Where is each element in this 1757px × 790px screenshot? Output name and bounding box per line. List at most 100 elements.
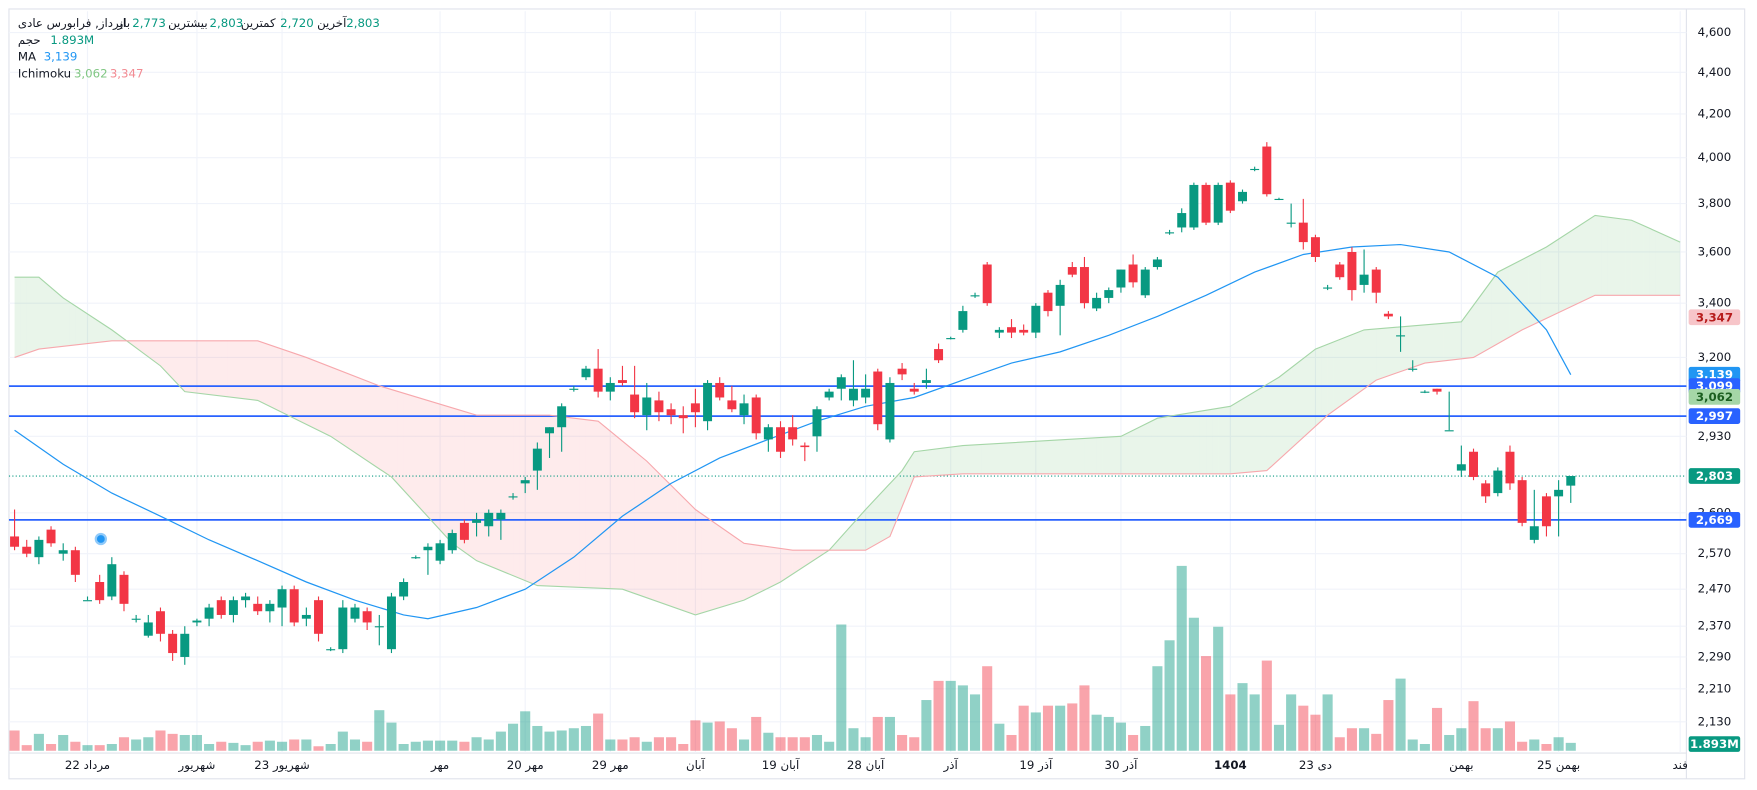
cloud-fill <box>221 340 228 397</box>
cloud-fill <box>616 435 623 590</box>
volume-bar <box>532 725 543 751</box>
cloud-fill <box>251 340 258 401</box>
cloud-fill <box>804 550 811 566</box>
volume-bar <box>118 737 130 751</box>
y-tick-label: 2,210 <box>1698 681 1732 695</box>
cloud-fill <box>190 340 197 394</box>
cloud-fill <box>239 340 246 399</box>
candle-body <box>946 338 956 340</box>
candle-body <box>1092 297 1102 309</box>
volume-bar <box>1006 734 1017 751</box>
cloud-fill <box>658 472 666 605</box>
candle-body <box>508 496 518 498</box>
volume-bar <box>799 737 810 751</box>
cloud-fill <box>379 385 386 473</box>
candle-body <box>1298 222 1308 243</box>
candle-body <box>970 295 980 297</box>
candle-body <box>1371 269 1381 293</box>
cloud-fill <box>44 282 52 349</box>
candle-body <box>277 589 287 608</box>
cloud-fill <box>610 431 617 589</box>
volume-bar <box>1103 716 1114 751</box>
cloud-fill <box>1643 225 1650 296</box>
cloud-fill <box>537 415 544 586</box>
cloud-fill <box>440 404 447 537</box>
candle-body <box>1396 335 1406 337</box>
price-badge <box>1688 309 1741 326</box>
cloud-fill <box>288 351 295 419</box>
cloud-fill <box>1309 349 1316 432</box>
cloud-fill <box>531 415 538 586</box>
cloud-fill <box>172 340 179 386</box>
candle-body <box>10 536 20 547</box>
y-tick-label: 2,130 <box>1698 714 1732 728</box>
cloud-fill <box>342 371 349 449</box>
volume-bar <box>1067 703 1078 751</box>
cloud-fill <box>1674 239 1681 296</box>
volume-bar <box>1261 660 1272 751</box>
cloud-fill <box>604 426 611 589</box>
volume-bar <box>1091 714 1102 751</box>
candle-body <box>1140 269 1150 296</box>
cloud-fill <box>476 415 483 564</box>
legend-name: Ichimoku <box>18 66 71 80</box>
x-tick-label: فند <box>1673 758 1688 772</box>
cloud-fill <box>993 443 1000 474</box>
volume-bar <box>1030 712 1041 751</box>
price-badge-label: 3,062 <box>1696 390 1733 404</box>
cloud-fill <box>136 340 143 353</box>
candle-body <box>1347 251 1357 291</box>
cloud-fill <box>81 309 88 345</box>
legend-value: 3,347 <box>110 66 144 80</box>
legend-name: MA <box>18 50 36 64</box>
volume-bar <box>252 741 263 751</box>
cloud-fill <box>561 416 568 587</box>
volume-bar <box>82 745 93 751</box>
cloud-fill <box>506 415 514 576</box>
cloud-fill <box>1437 323 1444 362</box>
cloud-fill <box>1534 250 1541 325</box>
candle-body <box>1225 182 1235 211</box>
volume-badge <box>1688 736 1741 752</box>
cloud-fill <box>1619 218 1626 296</box>
volume-bar <box>1553 737 1564 751</box>
cloud-fill <box>1175 414 1182 474</box>
cloud-fill <box>695 509 702 615</box>
cloud-fill <box>549 415 556 587</box>
volume-bar <box>836 624 847 751</box>
cloud-fill <box>403 393 410 497</box>
cloud-fill <box>1601 216 1608 296</box>
candle-body <box>1238 191 1247 202</box>
volume-bar <box>848 728 859 751</box>
cloud-fill <box>1589 215 1596 299</box>
volume-bar <box>629 737 640 751</box>
cloud-fill <box>719 526 726 608</box>
volume-bar <box>228 742 239 751</box>
volume-bar <box>1529 739 1540 751</box>
cloud-fill <box>950 446 957 475</box>
cloud-fill <box>750 544 757 598</box>
candle-body <box>763 427 773 440</box>
x-tick-label: شهریور <box>178 758 216 773</box>
cloud-fill <box>1151 418 1158 474</box>
candle-body <box>751 397 761 434</box>
cloud-fill <box>1108 436 1115 474</box>
cloud-fill <box>938 447 945 476</box>
volume-bar <box>289 739 300 751</box>
cloud-fill <box>1655 231 1662 296</box>
cloud-fill <box>689 503 696 615</box>
cloud-fill <box>1637 222 1644 296</box>
candle-body <box>642 397 652 416</box>
candle-body <box>800 445 810 448</box>
volume-bar <box>714 721 725 751</box>
cloud-fill <box>397 391 404 490</box>
candle-body <box>824 391 834 398</box>
cloud-fill <box>257 340 264 404</box>
candle-body <box>180 633 190 657</box>
cloud-fill <box>543 415 550 587</box>
cloud-fill <box>63 297 70 347</box>
candle-body <box>83 600 92 602</box>
x-tick-label: آذر <box>943 758 959 773</box>
volume-bar <box>1334 737 1345 751</box>
cloud-fill <box>962 445 969 474</box>
